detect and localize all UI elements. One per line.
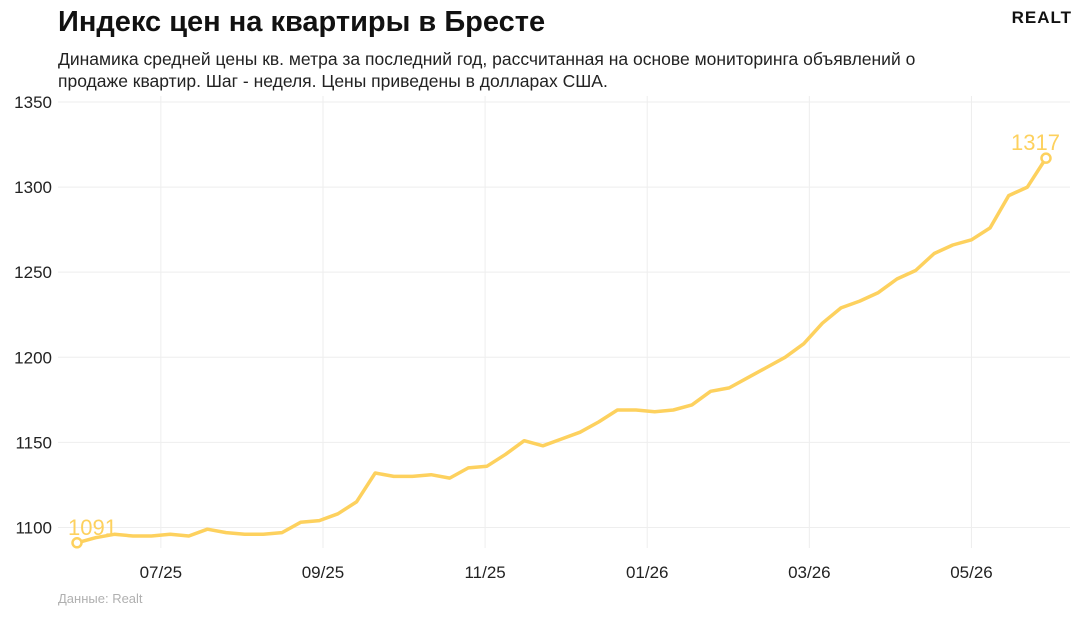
chart-title: Индекс цен на квартиры в Бресте [58, 6, 546, 38]
price-index-line [75, 156, 1048, 545]
x-tick-label: 03/26 [788, 563, 831, 582]
y-tick-label: 1100 [15, 518, 52, 537]
y-tick-label: 1250 [14, 263, 52, 282]
x-tick-label: 09/25 [302, 563, 345, 582]
end-value-label: 1317 [1011, 130, 1060, 155]
data-source: Данные: Realt [58, 591, 143, 606]
x-axis-labels: 07/25 09/25 11/25 01/26 03/26 05/26 [140, 563, 993, 582]
y-tick-label: 1200 [14, 348, 52, 367]
y-gridlines [58, 101, 1070, 528]
start-value-label: 1091 [68, 515, 117, 540]
y-tick-label: 1350 [14, 93, 52, 112]
y-tick-label: 1150 [15, 433, 52, 452]
chart-subtitle: Динамика средней цены кв. метра за после… [58, 49, 916, 91]
x-tick-label: 07/25 [140, 563, 183, 582]
endpoint-markers: 1091 1317 [68, 130, 1060, 549]
x-tick-label: 01/26 [626, 563, 669, 582]
brand-logo: REALT [1011, 8, 1072, 27]
x-gridlines [160, 96, 972, 548]
start-point-marker [71, 537, 83, 549]
series-group [75, 156, 1048, 545]
end-point-marker [1040, 152, 1052, 164]
y-tick-label: 1300 [14, 178, 52, 197]
x-tick-label: 11/25 [464, 563, 505, 582]
y-axis-labels: 1100 1150 1200 1250 1300 1350 [14, 93, 52, 537]
x-tick-label: 05/26 [950, 563, 993, 582]
